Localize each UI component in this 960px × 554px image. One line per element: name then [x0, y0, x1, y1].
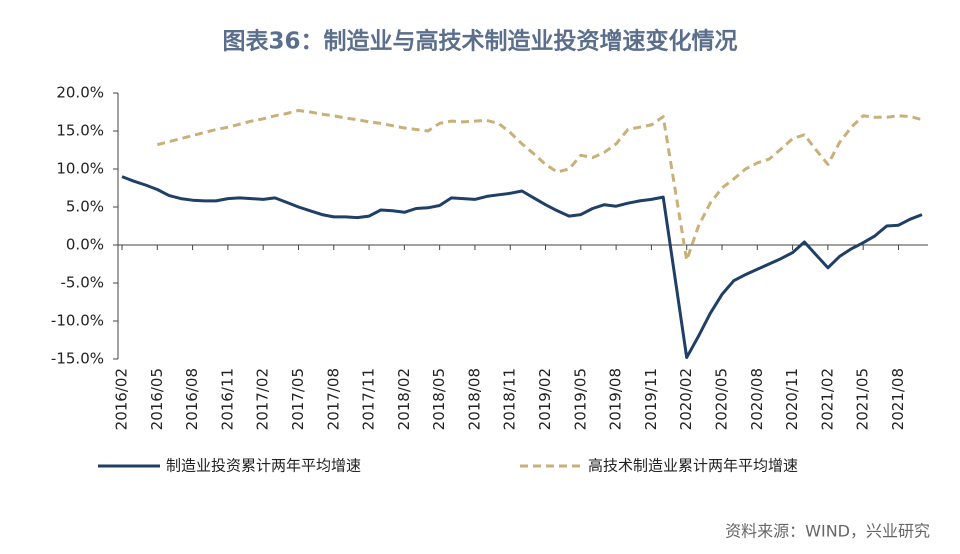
x-tick-label: 2017/11: [360, 368, 378, 430]
source-note: 资料来源：WIND，兴业研究: [725, 522, 930, 541]
y-tick-label: -15.0%: [51, 350, 104, 368]
x-tick-label: 2020/11: [783, 368, 801, 430]
y-tick-label: 20.0%: [56, 84, 104, 102]
series-line: [121, 175, 923, 359]
x-tick-label: 2018/05: [430, 368, 448, 430]
legend-label: 高技术制造业累计两年平均增速: [588, 457, 798, 475]
x-tick-label: 2018/02: [395, 368, 413, 430]
y-tick-label: 15.0%: [56, 122, 104, 140]
x-tick-label: 2020/08: [748, 368, 766, 430]
x-tick-label: 2021/08: [889, 368, 907, 430]
y-tick-label: -10.0%: [51, 312, 104, 330]
x-tick-label: 2016/11: [218, 368, 236, 430]
x-tick-label: 2021/05: [854, 368, 872, 430]
x-tick-label: 2020/05: [713, 368, 731, 430]
x-tick-label: 2017/05: [289, 368, 307, 430]
y-tick-label: -5.0%: [60, 274, 104, 292]
x-tick-label: 2019/11: [642, 368, 660, 430]
x-tick-label: 2017/08: [324, 368, 342, 430]
x-tick-label: 2020/02: [677, 368, 695, 430]
y-tick-label: 5.0%: [66, 198, 104, 216]
x-tick-label: 2018/11: [501, 368, 519, 430]
x-tick-label: 2016/05: [148, 368, 166, 430]
x-tick-label: 2018/08: [465, 368, 483, 430]
chart-title: 图表36：制造业与高技术制造业投资增速变化情况: [222, 28, 737, 55]
series-line: [156, 109, 923, 262]
y-tick-label: 0.0%: [66, 236, 104, 254]
x-tick-label: 2019/05: [571, 368, 589, 430]
x-tick-label: 2019/08: [607, 368, 625, 430]
x-tick-label: 2016/08: [183, 368, 201, 430]
x-tick-label: 2019/02: [536, 368, 554, 430]
x-tick-label: 2016/02: [113, 368, 131, 430]
x-tick-label: 2017/02: [254, 368, 272, 430]
y-tick-label: 10.0%: [56, 160, 104, 178]
legend-label: 制造业投资累计两年平均增速: [166, 457, 361, 475]
x-tick-label: 2021/02: [818, 368, 836, 430]
